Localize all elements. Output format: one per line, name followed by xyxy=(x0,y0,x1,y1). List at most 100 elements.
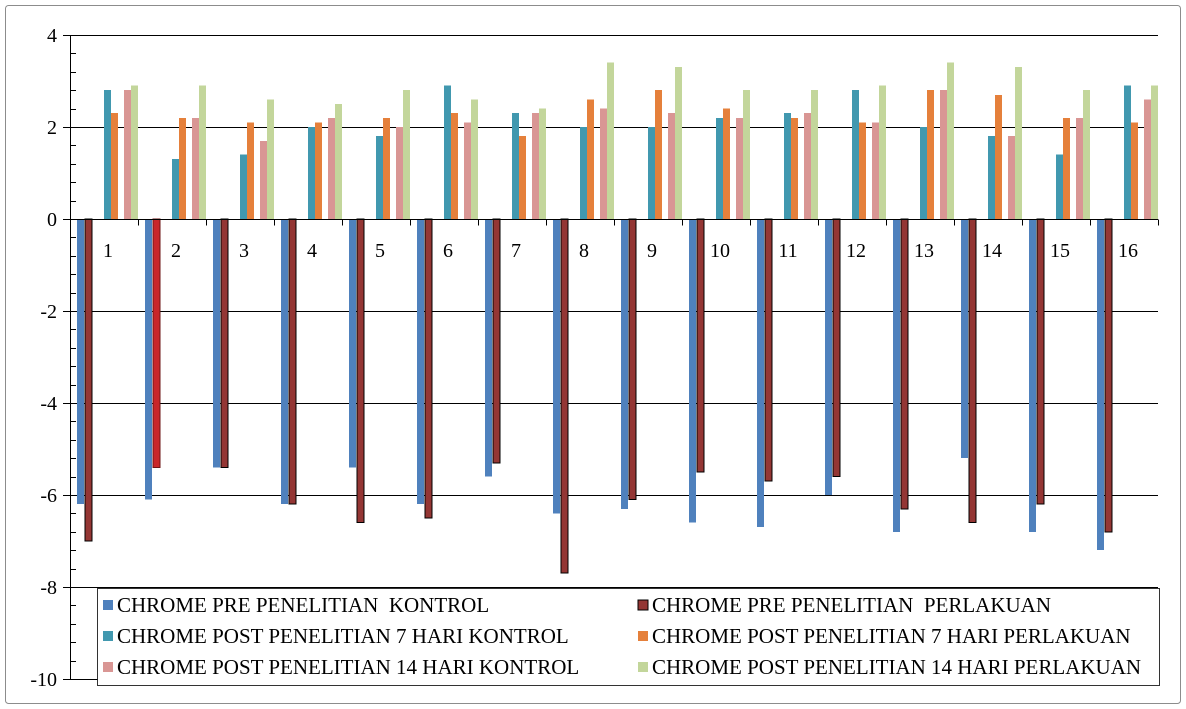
bar-series-5-category-9 xyxy=(668,113,675,219)
y-tick-label: 2 xyxy=(47,117,57,139)
legend-swatch xyxy=(637,599,649,611)
bar-series-5-category-7 xyxy=(532,113,539,219)
chart-frame xyxy=(5,5,1181,704)
legend-label: CHROME PRE PENELITIAN PERLAKUAN xyxy=(652,593,1051,617)
x-tick-label: 15 xyxy=(1050,240,1070,262)
bar-series-3-category-2 xyxy=(172,159,179,219)
bar-series-4-category-16 xyxy=(1131,122,1138,219)
bar-series-4-category-9 xyxy=(655,90,662,219)
bar-series-3-category-14 xyxy=(988,136,995,219)
bar-series-6-category-3 xyxy=(267,99,274,219)
legend-item: CHROME PRE PENELITIAN PERLAKUAN xyxy=(637,593,1051,617)
bar-series-4-category-15 xyxy=(1063,117,1070,219)
bar-series-5-category-16 xyxy=(1144,99,1151,219)
bar-series-2-category-6 xyxy=(424,218,433,519)
bar-series-4-category-4 xyxy=(315,122,322,219)
bar-series-3-category-10 xyxy=(716,117,723,219)
bar-series-6-category-10 xyxy=(743,90,750,219)
legend-swatch xyxy=(638,631,648,641)
bar-series-2-category-1 xyxy=(84,218,93,542)
bar-series-6-category-7 xyxy=(539,108,546,219)
legend-item: CHROME POST PENELITIAN 7 HARI PERLAKUAN xyxy=(638,624,1131,648)
bar-series-5-category-6 xyxy=(464,122,471,219)
legend-swatch xyxy=(638,662,648,672)
bar-series-3-category-4 xyxy=(308,127,315,219)
bars xyxy=(77,62,1158,574)
bar-series-4-category-14 xyxy=(995,94,1002,219)
bar-series-3-category-7 xyxy=(512,113,519,219)
bar-series-1-category-8 xyxy=(553,219,560,514)
bar-series-5-category-13 xyxy=(940,90,947,219)
bar-series-2-category-8 xyxy=(560,218,569,574)
bar-series-1-category-7 xyxy=(485,219,492,477)
bar-series-6-category-9 xyxy=(675,67,682,219)
x-tick-label: 7 xyxy=(511,240,521,262)
bar-series-1-category-14 xyxy=(961,219,968,459)
legend-item: CHROME POST PENELITIAN 14 HARI KONTROL xyxy=(103,655,579,679)
bar-series-6-category-16 xyxy=(1151,85,1158,219)
bar-series-6-category-14 xyxy=(1015,67,1022,219)
bar-series-6-category-11 xyxy=(811,90,818,219)
bar-series-1-category-4 xyxy=(281,219,288,505)
x-tick-label: 5 xyxy=(375,240,385,262)
bar-series-6-category-6 xyxy=(471,99,478,219)
bar-series-4-category-13 xyxy=(927,90,934,219)
bar-series-1-category-9 xyxy=(621,219,628,509)
bar-series-6-category-4 xyxy=(335,104,342,219)
legend-box xyxy=(97,588,1160,686)
bar-series-1-category-15 xyxy=(1029,219,1036,532)
bar-series-6-category-5 xyxy=(403,90,410,219)
bar-series-2-category-16 xyxy=(1104,218,1113,533)
legend-label: CHROME POST PENELITIAN 7 HARI KONTROL xyxy=(117,624,569,648)
bar-series-6-category-12 xyxy=(879,85,886,219)
bar-series-1-category-16 xyxy=(1097,219,1104,551)
bar-series-6-category-1 xyxy=(131,85,138,219)
bar-series-2-category-12 xyxy=(832,218,841,478)
bar-series-1-category-11 xyxy=(757,219,764,528)
x-tick-label: 8 xyxy=(579,240,589,262)
bar-series-4-category-2 xyxy=(179,117,186,219)
y-tick-label: 0 xyxy=(47,209,57,231)
y-tick-label: -10 xyxy=(30,669,57,691)
bar-series-5-category-1 xyxy=(124,90,131,219)
bar-series-3-category-8 xyxy=(580,127,587,219)
bar-series-3-category-13 xyxy=(920,127,927,219)
bar-series-5-category-10 xyxy=(736,117,743,219)
bar-series-4-category-5 xyxy=(383,117,390,219)
bar-series-2-category-7 xyxy=(492,218,501,464)
bar-series-2-category-3 xyxy=(220,218,229,468)
x-tick-label: 14 xyxy=(982,240,1002,262)
bar-series-6-category-8 xyxy=(607,62,614,219)
bar-series-3-category-1 xyxy=(104,90,111,219)
bar-series-1-category-13 xyxy=(893,219,900,532)
x-tick-label: 6 xyxy=(443,240,453,262)
y-tick-label: -6 xyxy=(40,485,57,507)
x-axis-labels: 1 2 3 4 5 6 7 8 9 10 11 12 13 14 15 16 xyxy=(103,240,1138,262)
bar-series-4-category-11 xyxy=(791,117,798,219)
bar-series-5-category-3 xyxy=(260,140,267,219)
legend-swatch xyxy=(103,600,113,610)
bar-series-5-category-8 xyxy=(600,108,607,219)
bar-series-3-category-3 xyxy=(240,154,247,219)
bar-series-6-category-2 xyxy=(199,85,206,219)
bar-series-1-category-2 xyxy=(145,219,152,500)
x-tick-label: 9 xyxy=(647,240,657,262)
legend-item: CHROME PRE PENELITIAN KONTROL xyxy=(103,593,489,617)
bar-series-2-category-11 xyxy=(764,218,773,482)
bar-series-1-category-5 xyxy=(349,219,356,468)
bar-series-4-category-10 xyxy=(723,108,730,219)
bar-series-2-category-15 xyxy=(1036,218,1045,505)
bar-series-5-category-5 xyxy=(396,127,403,219)
x-tick-label: 3 xyxy=(239,240,249,262)
bar-series-4-category-6 xyxy=(451,113,458,219)
legend-item: CHROME POST PENELITIAN 14 HARI PERLAKUAN xyxy=(638,655,1141,679)
bar-series-2-category-13 xyxy=(900,218,909,510)
bar-series-3-category-9 xyxy=(648,127,655,219)
bar-series-1-category-10 xyxy=(689,219,696,523)
legend-label: CHROME PRE PENELITIAN KONTROL xyxy=(117,593,489,617)
x-tick-label: 2 xyxy=(171,240,181,262)
bar-series-1-category-12 xyxy=(825,219,832,495)
bar-series-5-category-11 xyxy=(804,113,811,219)
bar-series-3-category-12 xyxy=(852,90,859,219)
